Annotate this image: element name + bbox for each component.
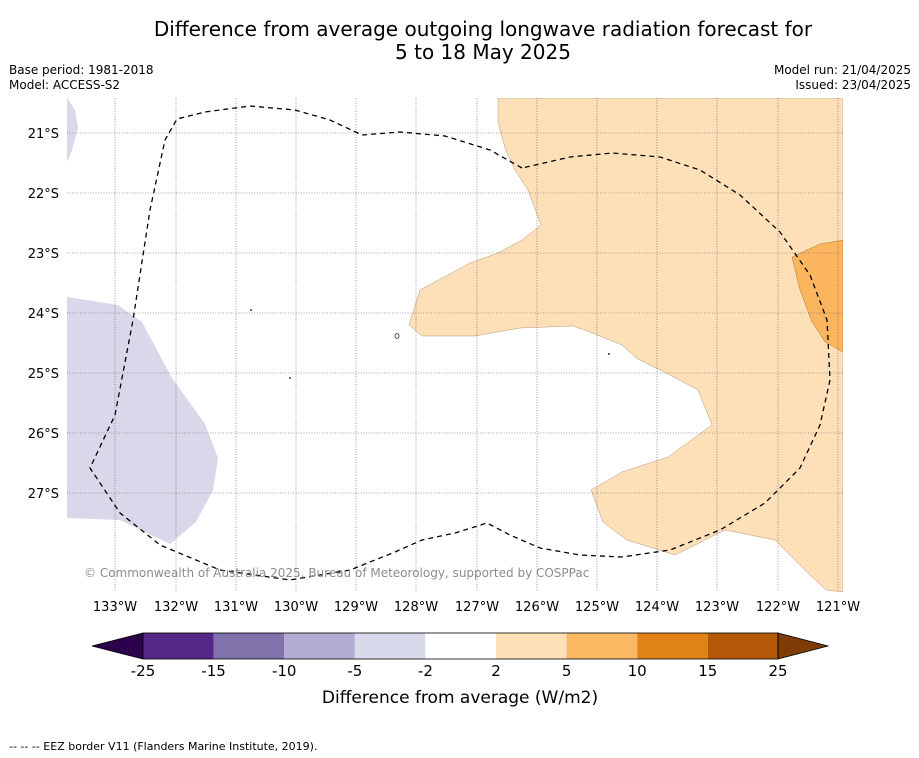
island-dot <box>608 353 610 355</box>
title-line-1: Difference from average outgoing longwav… <box>153 17 813 41</box>
title-line-2: 5 to 18 May 2025 <box>395 40 571 64</box>
island-outline <box>394 333 400 339</box>
lon-label: 132°W <box>154 600 198 615</box>
graticule <box>67 98 843 592</box>
lat-label: 26°S <box>28 427 59 442</box>
colorbar-segment <box>354 633 426 659</box>
colorbar-segment <box>284 633 355 659</box>
colorbar-label: Difference from average (W/m2) <box>322 688 598 708</box>
model-run: Model run: 21/04/2025 <box>773 63 911 77</box>
map-title: Difference from average outgoing longwav… <box>0 18 919 64</box>
model-name: Model: ACCESS-S2 <box>9 78 121 92</box>
colorbar-arrow-high <box>777 632 830 660</box>
colorbar <box>91 632 830 660</box>
colorbar-ticks: -25 -15 -10 -5 -2 2 5 10 15 25 <box>131 662 788 680</box>
lon-label: 131°W <box>214 600 258 615</box>
positive-anomaly-east <box>408 98 843 592</box>
lon-label: 124°W <box>635 600 679 615</box>
colorbar-segment <box>496 633 567 659</box>
lat-labels: 21°S 22°S 23°S 24°S 25°S 26°S 27°S <box>28 127 59 502</box>
colorbar-tick: -2 <box>418 662 433 680</box>
map-area: © Commonwealth of Australia 2025, Bureau… <box>67 98 843 592</box>
meta-left: Base period: 1981-2018 Model: ACCESS-S2 <box>9 63 154 93</box>
meta-right: Model run: 21/04/2025 Issued: 23/04/2025 <box>774 63 911 93</box>
lon-label: 122°W <box>756 600 800 615</box>
base-period: Base period: 1981-2018 <box>9 63 154 77</box>
lat-label: 21°S <box>28 127 59 142</box>
lon-label: 127°W <box>455 600 499 615</box>
colorbar-segment <box>637 633 708 659</box>
lon-label: 133°W <box>93 600 137 615</box>
lon-labels: 133°W 132°W 131°W 130°W 129°W 128°W 127°… <box>93 600 860 615</box>
lat-label: 24°S <box>28 307 59 322</box>
colorbar-tick: 5 <box>562 662 572 680</box>
eez-legend-note: -- -- -- EEZ border V11 (Flanders Marine… <box>9 740 318 753</box>
colorbar-tick: -10 <box>272 662 297 680</box>
negative-anomaly-west <box>67 297 218 544</box>
lon-label: 121°W <box>816 600 860 615</box>
eez-border-west <box>89 105 831 581</box>
lon-label: 128°W <box>394 600 438 615</box>
colorbar-segment <box>425 633 496 659</box>
colorbar-tick: -25 <box>131 662 156 680</box>
colorbar-tick: -5 <box>347 662 362 680</box>
lat-label: 23°S <box>28 247 59 262</box>
colorbar-segment <box>707 633 778 659</box>
colorbar-arrow-low <box>91 632 144 660</box>
lon-label: 125°W <box>575 600 619 615</box>
lon-label: 129°W <box>334 600 378 615</box>
colorbar-tick: 25 <box>768 662 787 680</box>
lat-label: 22°S <box>28 187 59 202</box>
colorbar-frame <box>142 632 779 660</box>
colorbar-segment <box>566 633 638 659</box>
colorbar-tick: 10 <box>628 662 647 680</box>
negative-anomaly-northwest <box>67 98 78 162</box>
copyright-notice: © Commonwealth of Australia 2025, Bureau… <box>84 566 589 580</box>
issued-date: Issued: 23/04/2025 <box>795 78 911 92</box>
colorbar-tick: 2 <box>491 662 501 680</box>
colorbar-tick: -15 <box>201 662 226 680</box>
colorbar-tick: 15 <box>698 662 717 680</box>
lon-label: 130°W <box>274 600 318 615</box>
lon-label: 123°W <box>695 600 739 615</box>
colorbar-segment <box>213 633 285 659</box>
lat-label: 25°S <box>28 367 59 382</box>
colorbar-segment <box>143 633 214 659</box>
island-dot <box>289 377 291 379</box>
island-dot <box>250 309 252 311</box>
lat-label: 27°S <box>28 487 59 502</box>
lon-label: 126°W <box>515 600 559 615</box>
